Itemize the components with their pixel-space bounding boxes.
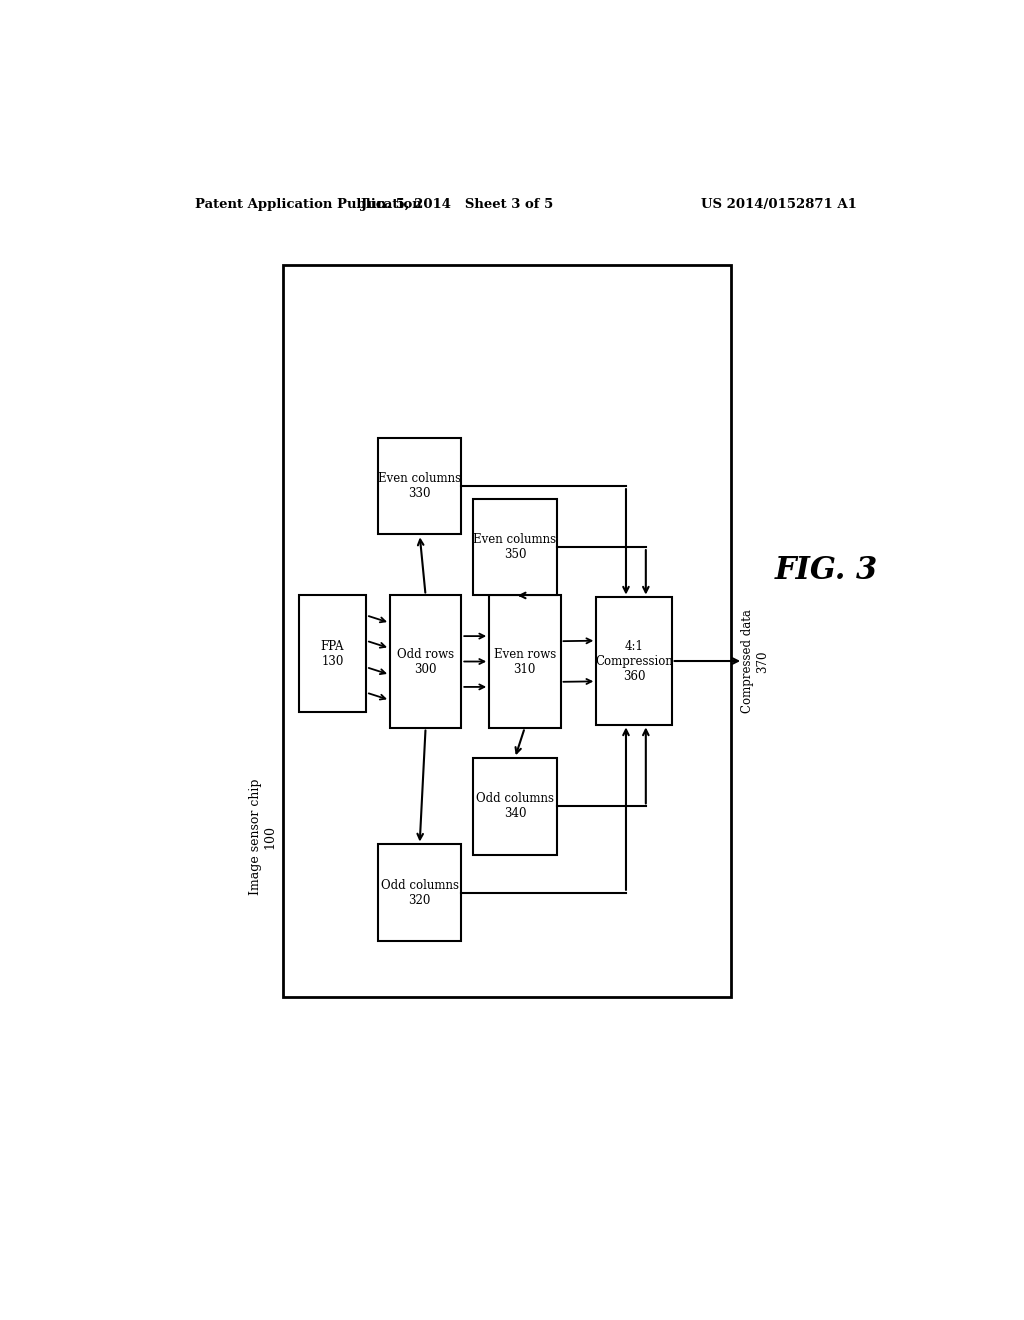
Bar bbox=[390, 595, 462, 727]
Text: US 2014/0152871 A1: US 2014/0152871 A1 bbox=[700, 198, 857, 211]
Text: Jun. 5, 2014   Sheet 3 of 5: Jun. 5, 2014 Sheet 3 of 5 bbox=[361, 198, 553, 211]
Text: Even columns
350: Even columns 350 bbox=[473, 533, 556, 561]
Bar bbox=[473, 499, 557, 595]
Bar bbox=[489, 595, 560, 727]
Text: Odd columns
320: Odd columns 320 bbox=[381, 879, 459, 907]
Bar bbox=[473, 758, 557, 854]
Text: FIG. 3: FIG. 3 bbox=[775, 554, 878, 586]
Text: 4:1
Compression
360: 4:1 Compression 360 bbox=[595, 639, 673, 682]
Text: Image sensor chip
100: Image sensor chip 100 bbox=[249, 779, 276, 895]
Text: Compressed data
370: Compressed data 370 bbox=[741, 610, 769, 713]
Bar bbox=[596, 598, 672, 725]
Text: Patent Application Publication: Patent Application Publication bbox=[196, 198, 422, 211]
Bar bbox=[283, 265, 731, 997]
Text: Even columns
330: Even columns 330 bbox=[378, 473, 461, 500]
Bar bbox=[378, 845, 461, 941]
Text: Odd columns
340: Odd columns 340 bbox=[476, 792, 554, 820]
Bar bbox=[299, 595, 367, 713]
Text: Odd rows
300: Odd rows 300 bbox=[397, 648, 455, 676]
Text: FPA
130: FPA 130 bbox=[321, 640, 344, 668]
Text: Even rows
310: Even rows 310 bbox=[494, 648, 556, 676]
Bar bbox=[378, 438, 461, 535]
